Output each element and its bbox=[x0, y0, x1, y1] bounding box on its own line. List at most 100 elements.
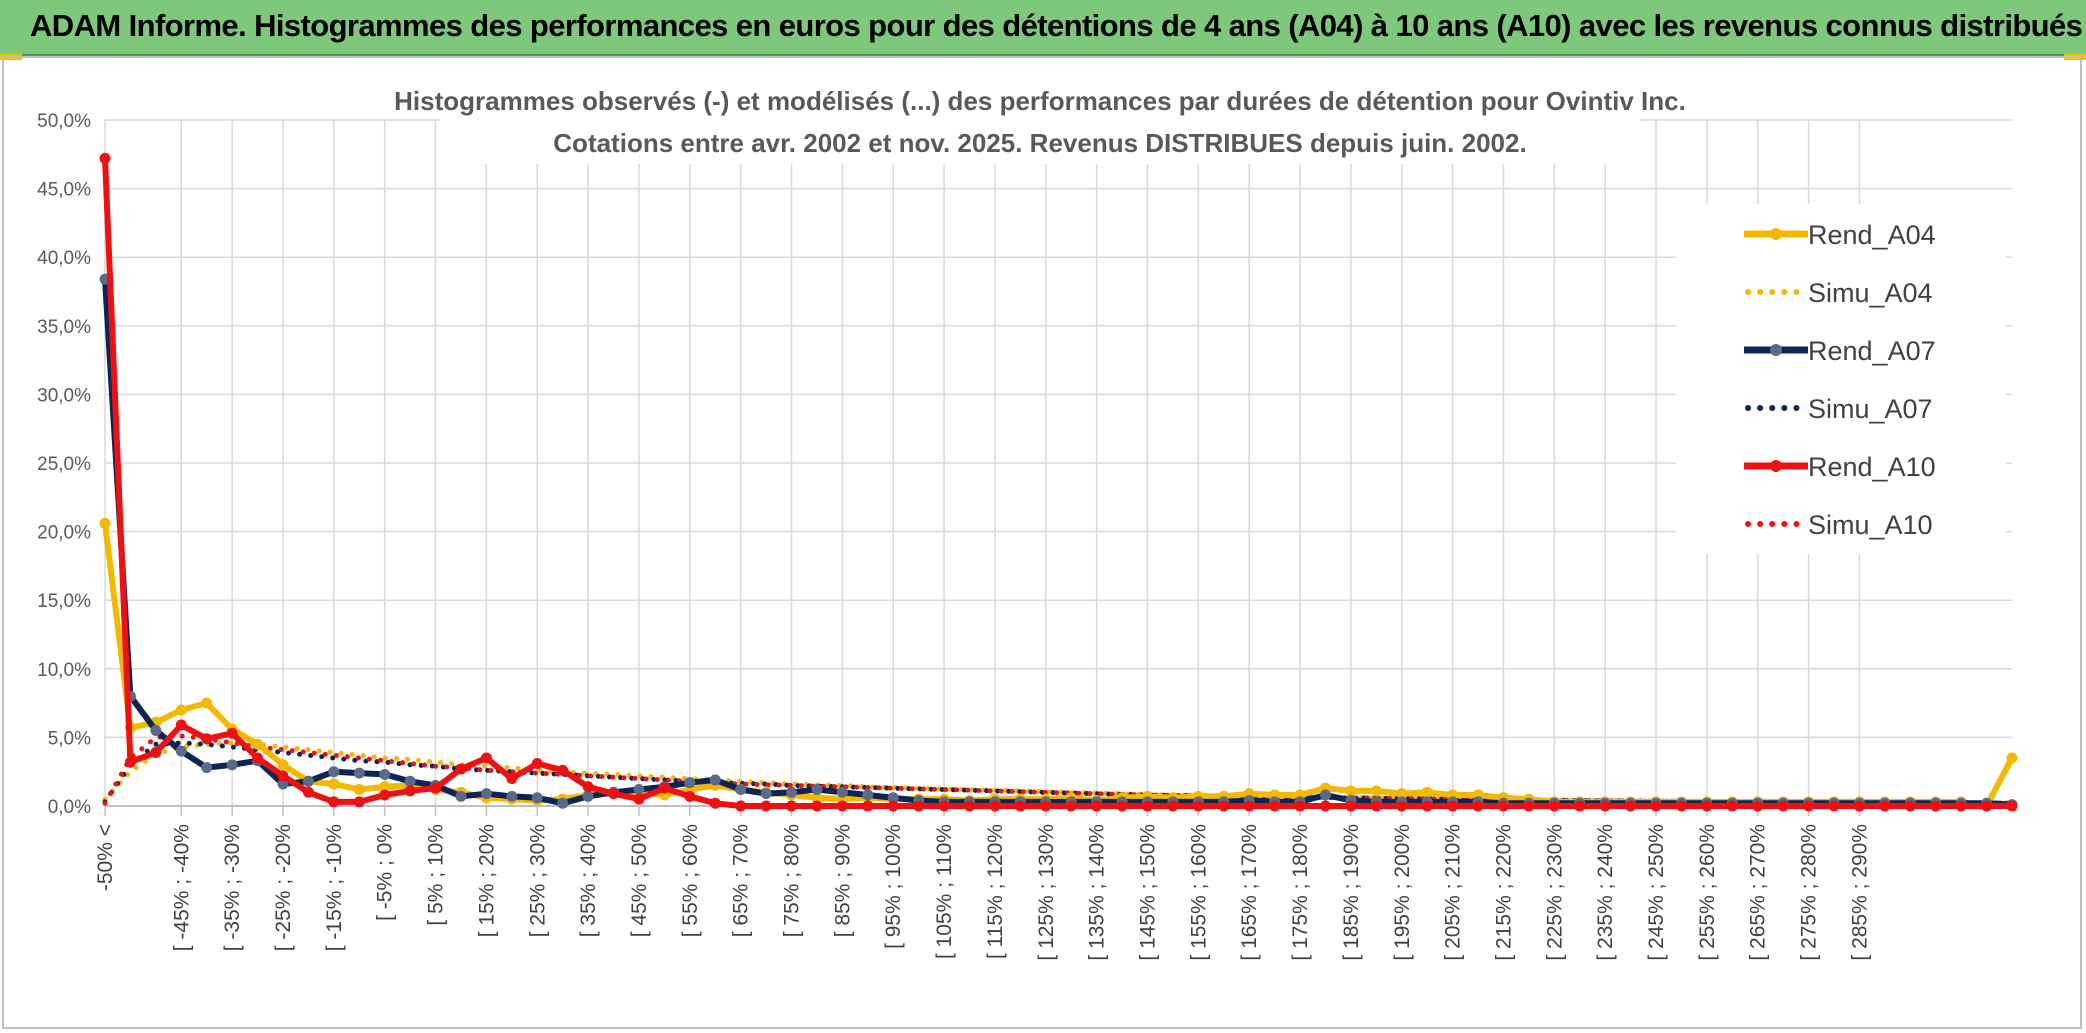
data-point bbox=[302, 786, 314, 798]
data-point bbox=[226, 759, 238, 771]
data-point bbox=[811, 800, 823, 812]
data-point bbox=[1319, 789, 1331, 801]
data-point bbox=[404, 775, 416, 787]
x-tick-label: [ -45% ; -40% bbox=[170, 824, 193, 951]
x-tick-label: [ 135% ; 140% bbox=[1086, 824, 1109, 961]
x-tick-label: [ 95% ; 100% bbox=[882, 824, 905, 949]
series-layer bbox=[99, 152, 2018, 812]
data-point bbox=[1930, 800, 1942, 812]
series-simu-a10 bbox=[102, 733, 2015, 806]
series-rend-a10 bbox=[99, 152, 2018, 812]
y-tick-label: 5,0% bbox=[48, 728, 91, 749]
data-point bbox=[786, 800, 798, 812]
data-point bbox=[1421, 786, 1433, 798]
data-point bbox=[379, 768, 391, 780]
x-tick-label: [ 205% ; 210% bbox=[1442, 824, 1465, 961]
data-point bbox=[1091, 800, 1103, 812]
data-point bbox=[684, 777, 696, 789]
x-tick-label: -50% < bbox=[94, 824, 117, 891]
x-tick-label: [ 155% ; 160% bbox=[1187, 824, 1210, 961]
data-point bbox=[887, 800, 899, 812]
data-point bbox=[1421, 800, 1433, 812]
y-axis: 0,0% 5,0% 10,0% 15,0% 20,0% 25,0% 30,0% 35,0% 40… bbox=[37, 111, 91, 818]
chart-title: Histogrammes observés (-) et modélisés (… bbox=[394, 86, 1686, 116]
x-tick-label: [ -5% ; 0% bbox=[374, 824, 397, 921]
x-axis: -50% < [ -45% ; -40% [ -35% ; -30% [ -25% ;… bbox=[94, 805, 2012, 961]
legend-label: Rend_A07 bbox=[1808, 336, 1936, 366]
data-point bbox=[1574, 800, 1586, 812]
y-tick-label: 15,0% bbox=[37, 591, 91, 612]
data-point bbox=[760, 800, 772, 812]
x-tick-label: [ 285% ; 290% bbox=[1848, 824, 1871, 961]
data-point bbox=[913, 800, 925, 812]
data-point bbox=[1675, 800, 1687, 812]
data-point bbox=[2006, 752, 2018, 764]
x-tick-label: [ 105% ; 110% bbox=[933, 824, 956, 959]
data-point bbox=[531, 792, 543, 804]
data-point bbox=[1472, 800, 1484, 812]
data-point bbox=[353, 784, 365, 796]
data-point bbox=[480, 752, 492, 764]
data-point bbox=[862, 800, 874, 812]
data-point bbox=[1141, 800, 1153, 812]
data-point bbox=[1803, 800, 1815, 812]
data-point bbox=[1904, 800, 1916, 812]
data-point bbox=[989, 800, 1001, 812]
data-point bbox=[1396, 800, 1408, 812]
data-point bbox=[1218, 800, 1230, 812]
x-tick-label: [ 185% ; 190% bbox=[1340, 824, 1363, 961]
data-point bbox=[1523, 800, 1535, 812]
data-point bbox=[1040, 800, 1052, 812]
data-point bbox=[404, 785, 416, 797]
data-point bbox=[1345, 800, 1357, 812]
legend-item: Rend_A04 bbox=[1744, 220, 1936, 250]
x-tick-label: [ 115% ; 120% bbox=[984, 824, 1007, 959]
x-tick-label: [ 35% ; 40% bbox=[577, 824, 600, 937]
grid-lines bbox=[104, 119, 2012, 807]
data-point bbox=[786, 786, 798, 798]
legend: Rend_A04 Simu_A04 Rend_A07 Simu_A07 Rend_A10… bbox=[1676, 204, 2006, 554]
data-point bbox=[1548, 800, 1560, 812]
legend-label: Simu_A07 bbox=[1808, 394, 1933, 424]
data-point bbox=[2006, 800, 2018, 812]
x-tick-label: [ 5% ; 10% bbox=[425, 824, 448, 926]
data-point bbox=[557, 764, 569, 776]
data-point bbox=[684, 790, 696, 802]
y-tick-label: 45,0% bbox=[37, 180, 91, 201]
report-title: ADAM Informe. Histogrammes des performan… bbox=[30, 8, 2083, 43]
data-point bbox=[99, 152, 111, 164]
data-point bbox=[582, 790, 594, 802]
data-point bbox=[455, 763, 467, 775]
data-point bbox=[1701, 800, 1713, 812]
data-point bbox=[1599, 800, 1611, 812]
y-tick-label: 10,0% bbox=[37, 660, 91, 681]
data-point bbox=[1243, 800, 1255, 812]
data-point bbox=[480, 788, 492, 800]
x-tick-label: [ 25% ; 30% bbox=[526, 824, 549, 937]
data-point bbox=[1065, 800, 1077, 812]
data-point bbox=[608, 788, 620, 800]
data-point bbox=[709, 797, 721, 809]
data-point bbox=[1396, 788, 1408, 800]
legend-item: Simu_A07 bbox=[1745, 394, 1933, 424]
data-point bbox=[887, 792, 899, 804]
data-point bbox=[1497, 800, 1509, 812]
data-point bbox=[353, 767, 365, 779]
legend-label: Simu_A10 bbox=[1808, 510, 1933, 540]
data-point bbox=[252, 752, 264, 764]
x-tick-label: [ -25% ; -20% bbox=[272, 824, 295, 951]
data-point bbox=[1370, 785, 1382, 797]
data-point bbox=[201, 697, 213, 709]
data-point bbox=[1650, 800, 1662, 812]
data-point bbox=[175, 719, 187, 731]
series-line bbox=[102, 158, 2012, 809]
data-point bbox=[1014, 800, 1026, 812]
legend-item: Simu_A04 bbox=[1745, 278, 1933, 308]
legend-item: Rend_A10 bbox=[1744, 452, 1936, 482]
data-point bbox=[150, 746, 162, 758]
data-point bbox=[811, 784, 823, 796]
data-point bbox=[836, 800, 848, 812]
data-point bbox=[302, 775, 314, 787]
x-tick-label: [ 85% ; 90% bbox=[831, 824, 854, 937]
